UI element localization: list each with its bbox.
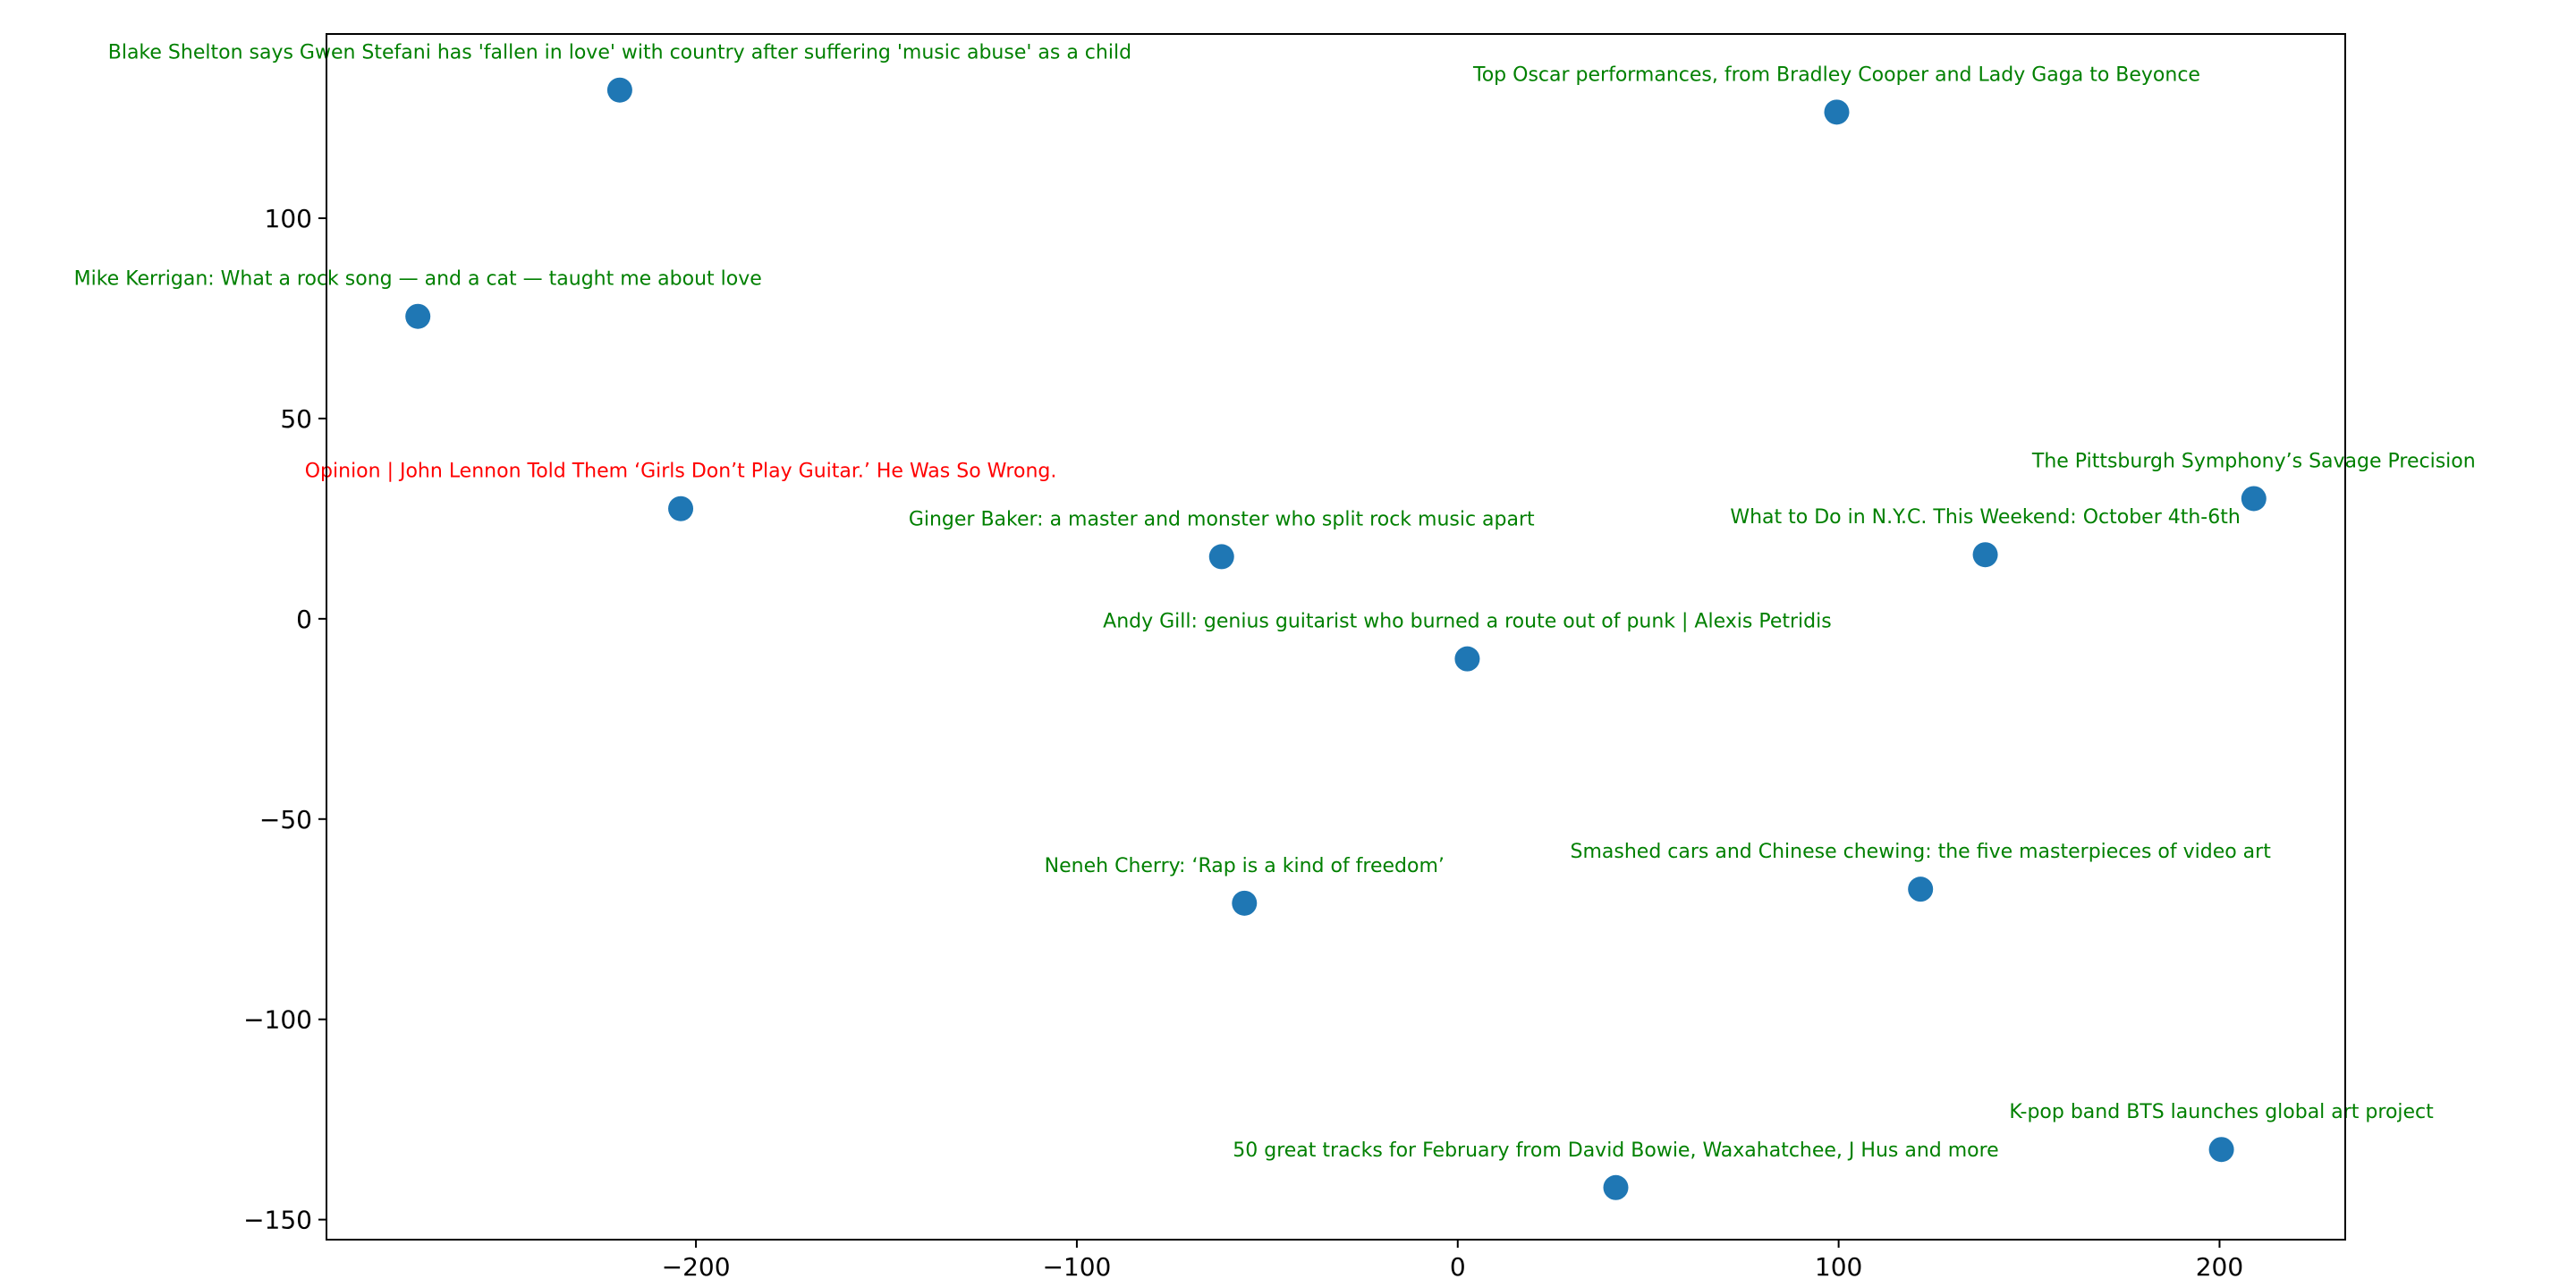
x-tick-label: −100	[1042, 1252, 1111, 1279]
data-point	[606, 77, 632, 103]
point-label: What to Do in N.Y.C. This Weekend: Octob…	[1730, 506, 2241, 529]
y-tick-label: 50	[280, 404, 312, 434]
data-point	[1972, 542, 1998, 568]
point-label: Top Oscar performances, from Bradley Coo…	[1472, 64, 2200, 86]
y-tick-label: −150	[243, 1206, 312, 1235]
point-label: Smashed cars and Chinese chewing: the fi…	[1571, 841, 2272, 863]
y-tick-label: −100	[243, 1005, 312, 1035]
x-tick-label: −200	[662, 1252, 731, 1279]
data-point	[2208, 1137, 2234, 1163]
point-label: Blake Shelton says Gwen Stefani has 'fal…	[108, 42, 1131, 64]
y-tick-label: 0	[296, 605, 312, 634]
data-point	[1603, 1174, 1629, 1200]
point-label: Opinion | John Lennon Told Them ‘Girls D…	[305, 461, 1057, 483]
point-label: 50 great tracks for February from David …	[1233, 1139, 1998, 1162]
data-point	[1908, 877, 1934, 902]
point-label: Andy Gill: genius guitarist who burned a…	[1103, 611, 1832, 633]
y-tick-label: 100	[265, 204, 312, 233]
data-point	[2241, 486, 2267, 512]
labels-layer: Blake Shelton says Gwen Stefani has 'fal…	[74, 42, 2476, 1162]
data-point	[405, 303, 431, 329]
data-point	[1824, 99, 1850, 125]
data-point	[668, 496, 694, 521]
data-point	[1454, 646, 1480, 672]
axes-layer: −200 −100 0 100 200 −150 −100 −50 0 50 100	[243, 33, 2346, 1279]
point-label: Neneh Cherry: ‘Rap is a kind of freedom’	[1045, 855, 1445, 877]
marks-layer	[405, 77, 2267, 1200]
point-label: K-pop band BTS launches global art proje…	[2009, 1101, 2434, 1123]
data-point	[1208, 544, 1234, 570]
point-label: The Pittsburgh Symphony’s Savage Precisi…	[2031, 450, 2476, 472]
plot-frame	[326, 33, 2346, 1241]
data-point	[1232, 890, 1258, 916]
point-label: Ginger Baker: a master and monster who s…	[909, 508, 1535, 530]
y-tick-label: −50	[259, 805, 312, 834]
x-tick-label: 0	[1450, 1252, 1466, 1279]
x-tick-label: 200	[2196, 1252, 2243, 1279]
point-label: Mike Kerrigan: What a rock song — and a …	[74, 268, 762, 291]
x-tick-label: 100	[1815, 1252, 1862, 1279]
